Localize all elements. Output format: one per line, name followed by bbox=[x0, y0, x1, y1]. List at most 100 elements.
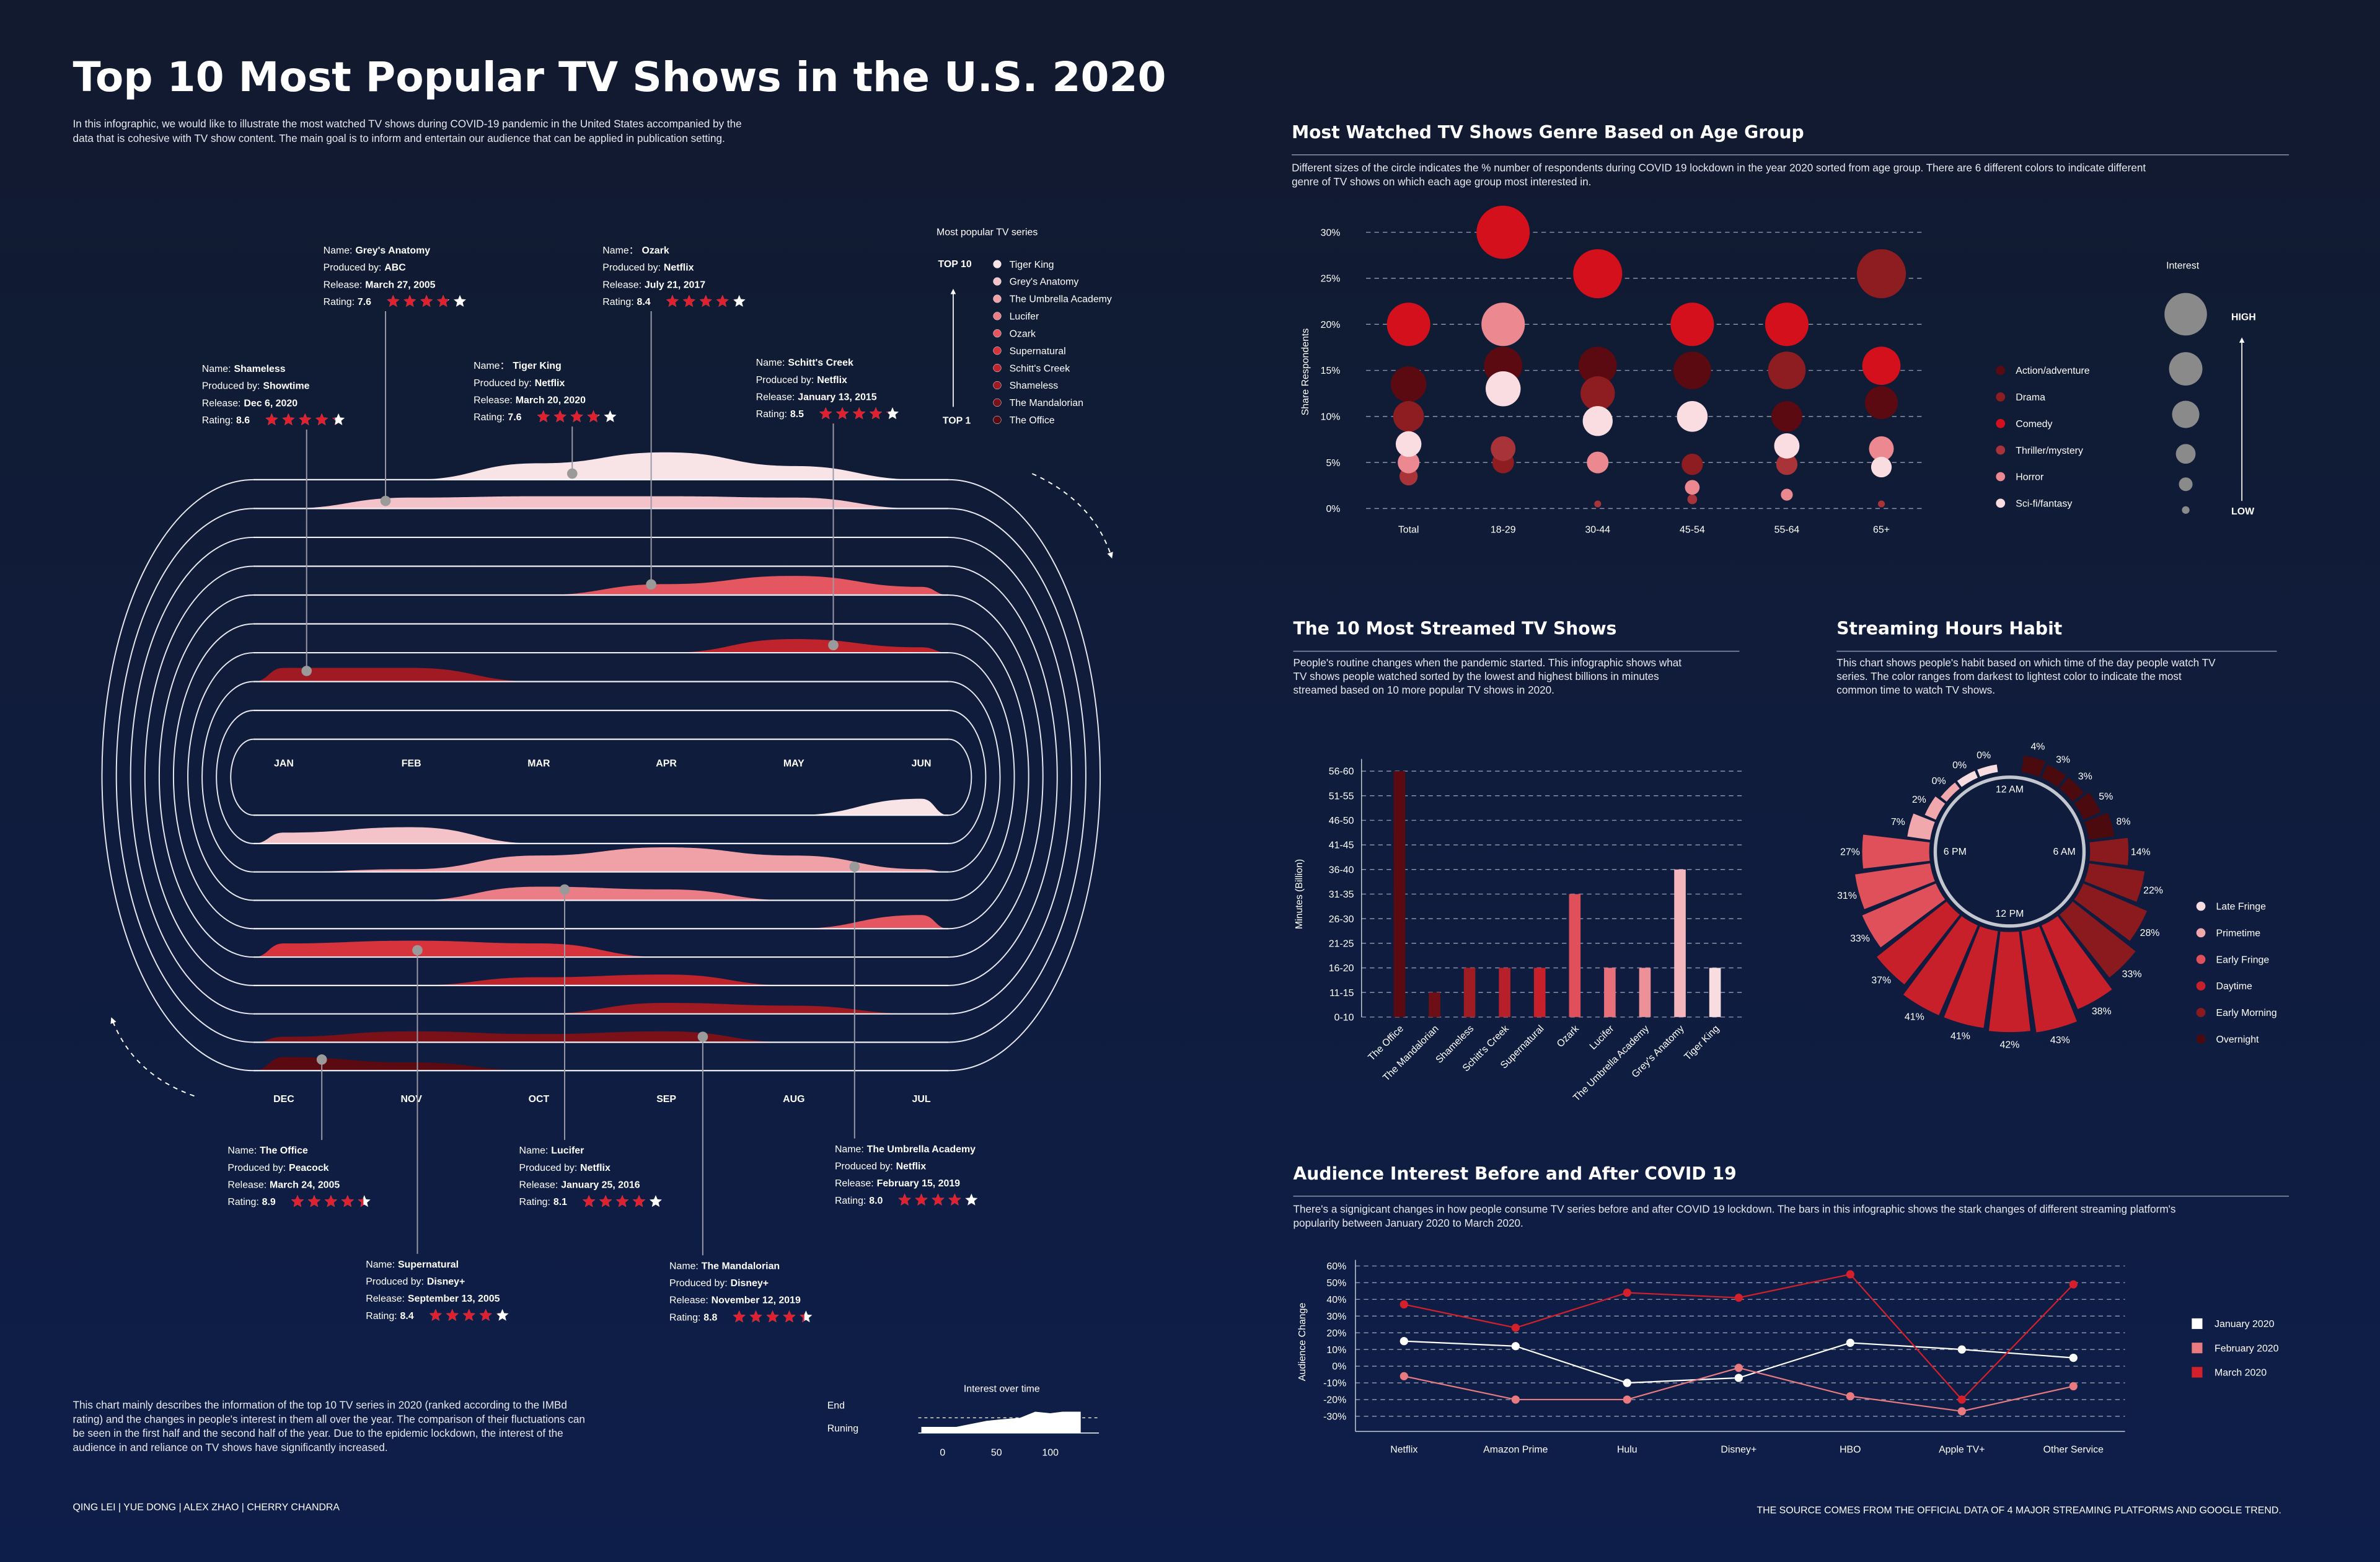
card-value: 8.4 bbox=[637, 297, 651, 307]
star bbox=[932, 1193, 945, 1206]
hour-bar bbox=[1941, 782, 1960, 802]
y-tick-label: 30% bbox=[1321, 227, 1341, 238]
legend-label: The Mandalorian bbox=[1010, 398, 1083, 408]
legend-label: February 2020 bbox=[2215, 1343, 2279, 1354]
bubble bbox=[1485, 371, 1521, 407]
legend-dot bbox=[2196, 928, 2206, 938]
card-key: Release: bbox=[835, 1178, 874, 1189]
y-tick-label: -30% bbox=[1323, 1412, 1346, 1423]
card-line: Name： Ozark bbox=[602, 245, 669, 256]
bubble bbox=[1864, 386, 1898, 420]
section-description: There's a signigicant changes in how peo… bbox=[1294, 1203, 2176, 1216]
y-tick-label: 25% bbox=[1321, 274, 1341, 285]
y-tick-label: 41-45 bbox=[1329, 841, 1354, 851]
section-title: Most Watched TV Shows Genre Based on Age… bbox=[1292, 122, 1804, 143]
legend-dot bbox=[993, 260, 1002, 268]
point bbox=[1846, 1338, 1854, 1347]
note-text: audience in and reliance on TV shows hav… bbox=[73, 1441, 388, 1454]
bubble bbox=[1781, 488, 1793, 501]
section-title: The 10 Most Streamed TV Shows bbox=[1294, 619, 1617, 639]
star bbox=[870, 407, 883, 420]
star bbox=[429, 1308, 442, 1321]
card-value: 8.4 bbox=[400, 1311, 414, 1322]
card-line: Release: March 24, 2005 bbox=[227, 1180, 340, 1191]
star bbox=[836, 407, 849, 420]
size-legend-title: Interest bbox=[2166, 260, 2200, 271]
card-value: ABC bbox=[384, 263, 406, 273]
card-key: Name： bbox=[602, 245, 638, 256]
legend-label: Thriller/mystery bbox=[2016, 446, 2083, 456]
card-line: Release: February 15, 2019 bbox=[835, 1178, 960, 1189]
section-description: popularity between January 2020 to March… bbox=[1294, 1217, 1523, 1229]
card-line: Name: The Office bbox=[227, 1145, 308, 1156]
point bbox=[1399, 1300, 1408, 1309]
flow-arrow bbox=[110, 1017, 195, 1097]
track-arc bbox=[130, 536, 253, 1015]
point bbox=[1734, 1364, 1743, 1372]
legend-dot bbox=[993, 364, 1002, 373]
section-title: Streaming Hours Habit bbox=[1836, 619, 2062, 639]
point bbox=[1511, 1342, 1520, 1351]
rating-stars bbox=[898, 1193, 961, 1206]
star bbox=[403, 294, 416, 307]
card-line: Produced by: Disney+ bbox=[366, 1277, 465, 1287]
card-line: Release: January 13, 2015 bbox=[756, 392, 877, 403]
card-key: Release: bbox=[474, 395, 513, 405]
card-line: Name: Supernatural bbox=[366, 1260, 459, 1270]
section-description: TV shows people watched sorted by the lo… bbox=[1294, 670, 1659, 682]
bar bbox=[1533, 968, 1546, 1017]
y-tick-label: 21-25 bbox=[1329, 938, 1354, 949]
value-label: 41% bbox=[1905, 1012, 1924, 1023]
y-tick-label: 10% bbox=[1326, 1345, 1346, 1356]
legend-label: Primetime bbox=[2216, 929, 2261, 939]
y-tick-label: -10% bbox=[1323, 1379, 1346, 1389]
card-line: Produced by: Showtime bbox=[202, 381, 310, 392]
card-line: Rating: 8.1 bbox=[519, 1197, 568, 1207]
intro-text: data that is cohesive with TV show conte… bbox=[73, 132, 725, 144]
legend-dot bbox=[993, 277, 1002, 286]
card-value: Disney+ bbox=[731, 1278, 769, 1289]
pin bbox=[646, 579, 656, 590]
bubble bbox=[1398, 451, 1420, 474]
ridge-area bbox=[253, 1031, 949, 1043]
value-label: 41% bbox=[1950, 1031, 1970, 1041]
hour-bar bbox=[1988, 931, 2030, 1033]
size-legend-circle bbox=[2164, 293, 2207, 336]
card-value: 8.9 bbox=[262, 1197, 276, 1207]
card-key: Rating: bbox=[519, 1197, 550, 1207]
card-value: July 21, 2017 bbox=[645, 280, 705, 290]
card-key: Name: bbox=[366, 1260, 395, 1270]
card-value: The Mandalorian bbox=[702, 1261, 780, 1271]
card-line: Produced by: Netflix bbox=[756, 375, 847, 386]
x-tick-label: 45-54 bbox=[1680, 525, 1705, 536]
card-value: Netflix bbox=[817, 375, 847, 386]
value-label: 14% bbox=[2131, 847, 2151, 858]
track-arc bbox=[115, 508, 253, 1043]
card-line: Name: The Mandalorian bbox=[669, 1261, 780, 1271]
card-line: Name: Grey's Anatomy bbox=[324, 245, 431, 256]
track-arc bbox=[187, 652, 253, 901]
point bbox=[2069, 1280, 2078, 1289]
point bbox=[1734, 1294, 1743, 1302]
bubble bbox=[1578, 346, 1617, 385]
hour-bar bbox=[1862, 883, 1946, 948]
legend-swatch bbox=[2192, 1343, 2203, 1354]
star bbox=[948, 1193, 961, 1206]
legend-dot bbox=[1996, 366, 2006, 375]
card-line: Release: March 20, 2020 bbox=[474, 395, 586, 405]
x-tick-label: 18-29 bbox=[1491, 525, 1516, 536]
legend-dot bbox=[993, 398, 1002, 407]
card-value: Netflix bbox=[535, 378, 565, 389]
card-value: 8.0 bbox=[869, 1196, 883, 1206]
legend-label: Grey's Anatomy bbox=[1010, 277, 1079, 288]
star bbox=[553, 410, 566, 423]
point bbox=[1846, 1270, 1854, 1279]
card-key: Name: bbox=[835, 1144, 864, 1155]
x-tick-label: 30-44 bbox=[1585, 525, 1610, 536]
card-key: Produced by: bbox=[519, 1163, 578, 1173]
card-line: Rating: 7.6 bbox=[474, 412, 522, 423]
bar bbox=[1639, 968, 1651, 1017]
legend-dot bbox=[993, 329, 1002, 338]
flow-arrow bbox=[1031, 473, 1113, 558]
bubble bbox=[1390, 366, 1427, 402]
